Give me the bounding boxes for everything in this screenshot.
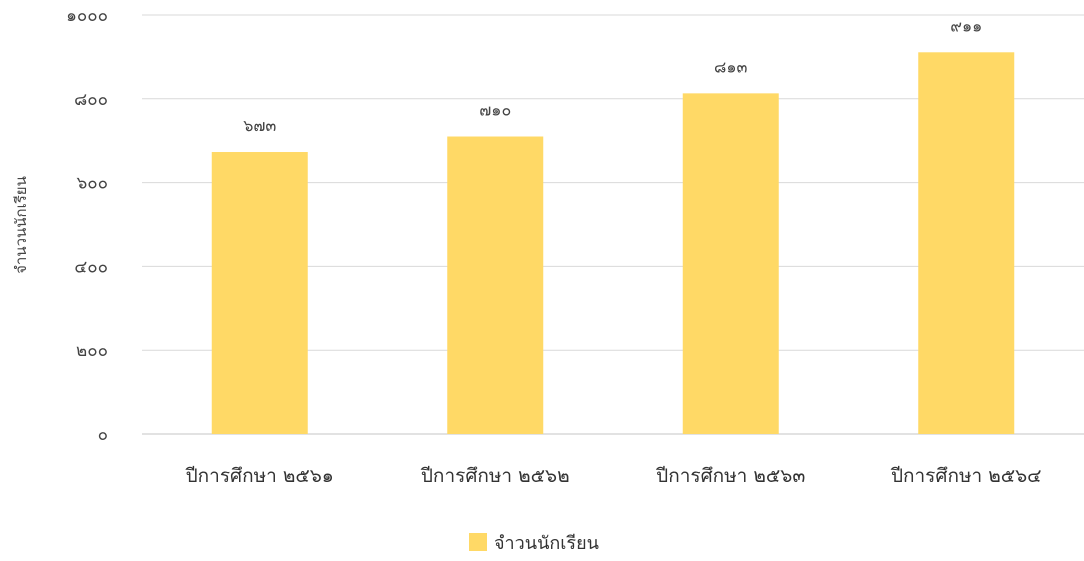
bar (682, 93, 779, 434)
data-label: ๙๑๑ (950, 16, 982, 35)
bar (918, 52, 1015, 434)
y-tick-label: ๔๐๐ (74, 257, 108, 277)
legend-swatch (469, 533, 487, 551)
x-tick-label: ปีการศึกษา ๒๕๖๓ (655, 465, 805, 487)
y-tick-label: ๒๐๐ (76, 341, 108, 361)
data-label: ๗๑๐ (479, 101, 511, 120)
data-label: ๘๑๓ (714, 57, 748, 76)
y-tick-label: ๐ (98, 425, 108, 445)
legend-label: จำวนนักเรียน (494, 533, 599, 554)
legend: จำวนนักเรียน (469, 533, 599, 554)
x-axis-categories: ปีการศึกษา ๒๕๖๑ ปีการศึกษา ๒๕๖๒ ปีการศึกษา… (185, 465, 1042, 487)
x-tick-label: ปีการศึกษา ๒๕๖๒ (420, 465, 570, 487)
data-labels: ๖๗๓ ๗๑๐ ๘๑๓ ๙๑๑ (243, 16, 982, 135)
bar (447, 136, 544, 434)
x-tick-label: ปีการศึกษา ๒๕๖๑ (185, 465, 334, 487)
x-tick-label: ปีการศึกษา ๒๕๖๔ (890, 465, 1041, 487)
y-axis-ticks: ๐ ๒๐๐ ๔๐๐ ๖๐๐ ๘๐๐ ๑๐๐๐ (66, 6, 108, 445)
data-label: ๖๗๓ (243, 116, 276, 135)
bar (211, 152, 308, 434)
bars (211, 52, 1015, 434)
y-tick-label: ๑๐๐๐ (66, 6, 108, 26)
y-tick-label: ๘๐๐ (74, 90, 108, 110)
y-tick-label: ๖๐๐ (76, 174, 108, 194)
y-axis-title: จำนวนนักเรียน (12, 176, 30, 274)
